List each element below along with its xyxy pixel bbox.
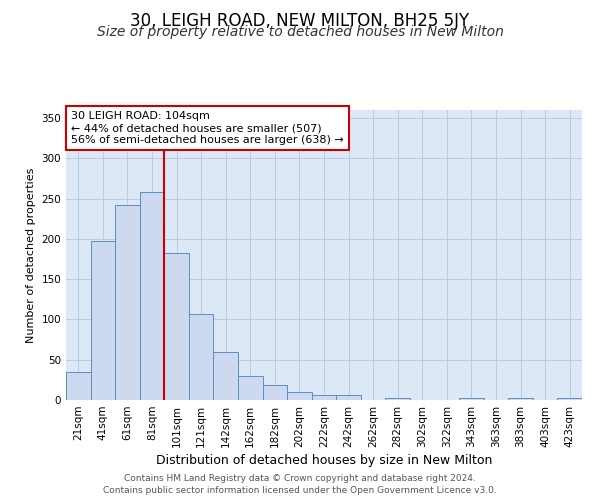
Text: Contains HM Land Registry data © Crown copyright and database right 2024.
Contai: Contains HM Land Registry data © Crown c… xyxy=(103,474,497,495)
Bar xyxy=(312,395,336,400)
Bar xyxy=(140,192,164,400)
Bar xyxy=(189,314,214,400)
Bar xyxy=(66,372,91,400)
Text: Size of property relative to detached houses in New Milton: Size of property relative to detached ho… xyxy=(97,25,503,39)
Y-axis label: Number of detached properties: Number of detached properties xyxy=(26,168,36,342)
Bar xyxy=(557,398,582,400)
X-axis label: Distribution of detached houses by size in New Milton: Distribution of detached houses by size … xyxy=(156,454,492,467)
Bar xyxy=(214,352,238,400)
Bar xyxy=(91,240,115,400)
Bar xyxy=(287,392,312,400)
Bar xyxy=(115,205,140,400)
Bar xyxy=(336,395,361,400)
Bar xyxy=(263,384,287,400)
Text: 30, LEIGH ROAD, NEW MILTON, BH25 5JY: 30, LEIGH ROAD, NEW MILTON, BH25 5JY xyxy=(130,12,470,30)
Bar xyxy=(164,252,189,400)
Bar xyxy=(459,398,484,400)
Bar xyxy=(385,398,410,400)
Bar xyxy=(238,376,263,400)
Bar xyxy=(508,398,533,400)
Text: 30 LEIGH ROAD: 104sqm
← 44% of detached houses are smaller (507)
56% of semi-det: 30 LEIGH ROAD: 104sqm ← 44% of detached … xyxy=(71,112,344,144)
